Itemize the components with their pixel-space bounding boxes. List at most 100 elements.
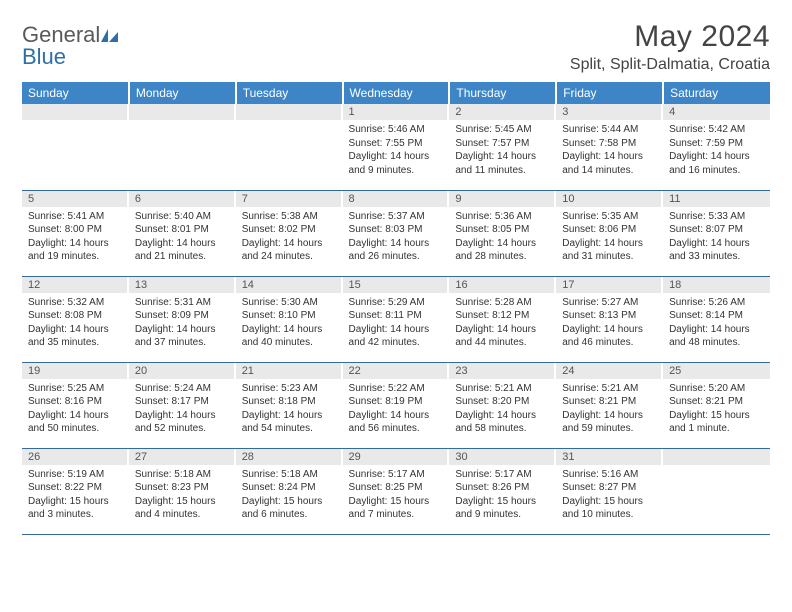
calendar-day-cell: 12Sunrise: 5:32 AMSunset: 8:08 PMDayligh… <box>22 276 129 362</box>
weekday-header-row: Sunday Monday Tuesday Wednesday Thursday… <box>22 82 770 104</box>
day-body: Sunrise: 5:16 AMSunset: 8:27 PMDaylight:… <box>556 465 663 526</box>
calendar-day-cell: 7Sunrise: 5:38 AMSunset: 8:02 PMDaylight… <box>236 190 343 276</box>
sunset-text: Sunset: 8:14 PM <box>669 309 764 323</box>
daylight-text: Daylight: 14 hours and 19 minutes. <box>28 237 121 264</box>
day-number: 26 <box>22 449 129 465</box>
daylight-text: Daylight: 14 hours and 42 minutes. <box>349 323 442 350</box>
sunrise-text: Sunrise: 5:18 AM <box>242 468 335 482</box>
daylight-text: Daylight: 14 hours and 26 minutes. <box>349 237 442 264</box>
sunset-text: Sunset: 8:06 PM <box>562 223 655 237</box>
sunrise-text: Sunrise: 5:19 AM <box>28 468 121 482</box>
daylight-text: Daylight: 15 hours and 10 minutes. <box>562 495 655 522</box>
daylight-text: Daylight: 14 hours and 59 minutes. <box>562 409 655 436</box>
day-body: Sunrise: 5:29 AMSunset: 8:11 PMDaylight:… <box>343 293 450 354</box>
sunset-text: Sunset: 8:07 PM <box>669 223 764 237</box>
day-number: 14 <box>236 277 343 293</box>
daylight-text: Daylight: 14 hours and 37 minutes. <box>135 323 228 350</box>
sunset-text: Sunset: 8:11 PM <box>349 309 442 323</box>
calendar-day-cell: 28Sunrise: 5:18 AMSunset: 8:24 PMDayligh… <box>236 448 343 534</box>
day-number: 7 <box>236 191 343 207</box>
sunset-text: Sunset: 8:08 PM <box>28 309 121 323</box>
day-number: 4 <box>663 104 770 120</box>
day-number: 24 <box>556 363 663 379</box>
calendar-day-cell: 17Sunrise: 5:27 AMSunset: 8:13 PMDayligh… <box>556 276 663 362</box>
day-number <box>236 104 343 120</box>
day-number <box>129 104 236 120</box>
sunset-text: Sunset: 8:27 PM <box>562 481 655 495</box>
day-body: Sunrise: 5:40 AMSunset: 8:01 PMDaylight:… <box>129 207 236 268</box>
sunrise-text: Sunrise: 5:35 AM <box>562 210 655 224</box>
daylight-text: Daylight: 14 hours and 24 minutes. <box>242 237 335 264</box>
sunrise-text: Sunrise: 5:41 AM <box>28 210 121 224</box>
day-body: Sunrise: 5:45 AMSunset: 7:57 PMDaylight:… <box>449 120 556 181</box>
sunrise-text: Sunrise: 5:22 AM <box>349 382 442 396</box>
title-block: May 2024 Split, Split-Dalmatia, Croatia <box>570 20 770 74</box>
calendar-day-cell <box>22 104 129 190</box>
sunrise-text: Sunrise: 5:42 AM <box>669 123 764 137</box>
day-number: 6 <box>129 191 236 207</box>
sunset-text: Sunset: 8:20 PM <box>455 395 548 409</box>
calendar-day-cell: 10Sunrise: 5:35 AMSunset: 8:06 PMDayligh… <box>556 190 663 276</box>
day-number: 5 <box>22 191 129 207</box>
daylight-text: Daylight: 14 hours and 11 minutes. <box>455 150 548 177</box>
day-body: Sunrise: 5:35 AMSunset: 8:06 PMDaylight:… <box>556 207 663 268</box>
day-body: Sunrise: 5:26 AMSunset: 8:14 PMDaylight:… <box>663 293 770 354</box>
sunset-text: Sunset: 8:25 PM <box>349 481 442 495</box>
day-number: 27 <box>129 449 236 465</box>
day-body <box>129 120 236 176</box>
sunrise-text: Sunrise: 5:18 AM <box>135 468 228 482</box>
day-number: 23 <box>449 363 556 379</box>
day-body: Sunrise: 5:18 AMSunset: 8:24 PMDaylight:… <box>236 465 343 526</box>
sunrise-text: Sunrise: 5:17 AM <box>455 468 548 482</box>
weekday-header: Thursday <box>449 82 556 104</box>
weekday-header: Tuesday <box>236 82 343 104</box>
sunrise-text: Sunrise: 5:37 AM <box>349 210 442 224</box>
sunrise-text: Sunrise: 5:21 AM <box>455 382 548 396</box>
sunset-text: Sunset: 8:17 PM <box>135 395 228 409</box>
day-body: Sunrise: 5:21 AMSunset: 8:20 PMDaylight:… <box>449 379 556 440</box>
day-body: Sunrise: 5:23 AMSunset: 8:18 PMDaylight:… <box>236 379 343 440</box>
sunrise-text: Sunrise: 5:29 AM <box>349 296 442 310</box>
day-body: Sunrise: 5:38 AMSunset: 8:02 PMDaylight:… <box>236 207 343 268</box>
daylight-text: Daylight: 14 hours and 48 minutes. <box>669 323 764 350</box>
day-body: Sunrise: 5:20 AMSunset: 8:21 PMDaylight:… <box>663 379 770 440</box>
day-number: 9 <box>449 191 556 207</box>
sunset-text: Sunset: 8:10 PM <box>242 309 335 323</box>
day-body: Sunrise: 5:31 AMSunset: 8:09 PMDaylight:… <box>129 293 236 354</box>
calendar-day-cell: 23Sunrise: 5:21 AMSunset: 8:20 PMDayligh… <box>449 362 556 448</box>
sunrise-text: Sunrise: 5:36 AM <box>455 210 548 224</box>
day-body: Sunrise: 5:19 AMSunset: 8:22 PMDaylight:… <box>22 465 129 526</box>
calendar-day-cell: 5Sunrise: 5:41 AMSunset: 8:00 PMDaylight… <box>22 190 129 276</box>
calendar-day-cell: 9Sunrise: 5:36 AMSunset: 8:05 PMDaylight… <box>449 190 556 276</box>
calendar-day-cell <box>663 448 770 534</box>
daylight-text: Daylight: 14 hours and 56 minutes. <box>349 409 442 436</box>
calendar-day-cell: 15Sunrise: 5:29 AMSunset: 8:11 PMDayligh… <box>343 276 450 362</box>
calendar-day-cell: 19Sunrise: 5:25 AMSunset: 8:16 PMDayligh… <box>22 362 129 448</box>
sunset-text: Sunset: 7:55 PM <box>349 137 442 151</box>
sunrise-text: Sunrise: 5:38 AM <box>242 210 335 224</box>
daylight-text: Daylight: 14 hours and 40 minutes. <box>242 323 335 350</box>
calendar-day-cell: 8Sunrise: 5:37 AMSunset: 8:03 PMDaylight… <box>343 190 450 276</box>
day-body: Sunrise: 5:36 AMSunset: 8:05 PMDaylight:… <box>449 207 556 268</box>
calendar-day-cell: 16Sunrise: 5:28 AMSunset: 8:12 PMDayligh… <box>449 276 556 362</box>
weekday-header: Monday <box>129 82 236 104</box>
daylight-text: Daylight: 15 hours and 1 minute. <box>669 409 764 436</box>
day-body: Sunrise: 5:28 AMSunset: 8:12 PMDaylight:… <box>449 293 556 354</box>
sunrise-text: Sunrise: 5:40 AM <box>135 210 228 224</box>
sunrise-text: Sunrise: 5:27 AM <box>562 296 655 310</box>
day-body: Sunrise: 5:42 AMSunset: 7:59 PMDaylight:… <box>663 120 770 181</box>
day-body: Sunrise: 5:37 AMSunset: 8:03 PMDaylight:… <box>343 207 450 268</box>
sunrise-text: Sunrise: 5:31 AM <box>135 296 228 310</box>
day-number: 3 <box>556 104 663 120</box>
calendar-week-row: 19Sunrise: 5:25 AMSunset: 8:16 PMDayligh… <box>22 362 770 448</box>
day-body: Sunrise: 5:17 AMSunset: 8:25 PMDaylight:… <box>343 465 450 526</box>
day-number: 11 <box>663 191 770 207</box>
sail-icon <box>101 24 119 38</box>
day-number: 12 <box>22 277 129 293</box>
day-body: Sunrise: 5:44 AMSunset: 7:58 PMDaylight:… <box>556 120 663 181</box>
sunset-text: Sunset: 8:02 PM <box>242 223 335 237</box>
day-number: 15 <box>343 277 450 293</box>
day-body: Sunrise: 5:18 AMSunset: 8:23 PMDaylight:… <box>129 465 236 526</box>
calendar-week-row: 5Sunrise: 5:41 AMSunset: 8:00 PMDaylight… <box>22 190 770 276</box>
daylight-text: Daylight: 14 hours and 58 minutes. <box>455 409 548 436</box>
